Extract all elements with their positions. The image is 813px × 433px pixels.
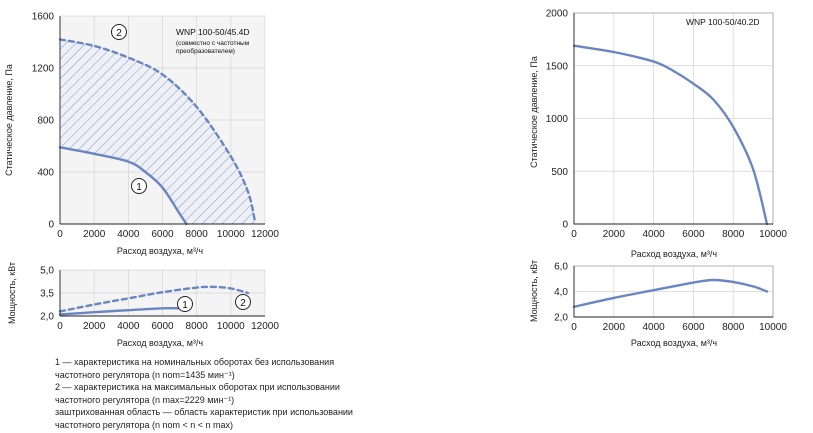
legend-line-2a: 2 — характеристика на максимальных оборо… — [55, 382, 340, 392]
y-tick-label: 500 — [551, 167, 568, 178]
x-tick-label: 0 — [571, 322, 577, 333]
left-pressure-ylabel: Статическое давление, Па — [4, 64, 14, 176]
left-pressure-subtitle-line1: (совместно с частотным — [176, 40, 250, 47]
right-pressure-series — [572, 44, 769, 226]
left-power-series-1-line — [58, 306, 181, 316]
left-power-xlabel: Расход воздуха, м³/ч — [117, 338, 204, 348]
x-tick-label: 2000 — [603, 229, 626, 240]
x-tick-label: 8000 — [722, 322, 745, 333]
y-tick-label: 2,0 — [40, 312, 54, 323]
x-tick-label: 8000 — [186, 321, 209, 332]
x-tick-label: 2000 — [83, 229, 106, 240]
left-power-chart: 0 2000 4000 6000 8000 10000 12000 2,0 3,5 5,0 Рас… — [7, 262, 279, 348]
right-pressure-xlabel: Расход воздуха, м³/ч — [631, 249, 718, 259]
legend-line-3b: частотного регулятора (n nom < n < n max… — [55, 419, 234, 430]
right-power-series-1-line — [572, 278, 769, 308]
y-tick-label: 6,0 — [554, 262, 568, 273]
x-tick-label: 10000 — [759, 322, 787, 333]
x-tick-label: 4000 — [117, 321, 140, 332]
left-pressure-series-2-line — [58, 38, 256, 222]
x-tick-label: 4000 — [642, 322, 665, 333]
x-tick-label: 6000 — [682, 322, 705, 333]
left-power-ticks: 0 2000 4000 6000 8000 10000 12000 2,0 3,5 5,0 — [40, 266, 279, 333]
x-tick-label: 8000 — [186, 229, 209, 240]
y-tick-label: 4,0 — [554, 287, 568, 298]
left-pressure-xlabel: Расход воздуха, м³/ч — [117, 246, 204, 256]
x-tick-label: 10000 — [217, 321, 245, 332]
right-pressure-title: WNP 100-50/40.2D — [686, 17, 760, 27]
legend-notes: 1 — характеристика на номинальных оборот… — [55, 356, 385, 431]
left-pressure-series-1-line — [58, 146, 188, 226]
left-pressure-shaded-region — [60, 39, 255, 225]
y-tick-label: 1500 — [546, 61, 569, 72]
y-tick-label: 1200 — [32, 64, 55, 75]
left-pressure-ticks: 0 2000 4000 6000 8000 10000 12000 0 400 800 1200 16… — [32, 12, 280, 241]
left-power-marker-1-label: 1 — [182, 300, 188, 311]
x-tick-label: 4000 — [642, 229, 665, 240]
x-tick-label: 0 — [57, 229, 63, 240]
left-pressure-title: WNP 100-50/45.4D — [176, 27, 250, 37]
left-pressure-marker-1 — [131, 178, 147, 194]
right-power-chart: 0 2000 4000 6000 8000 10000 2,0 4,0 6,0 Расход в… — [529, 260, 787, 348]
left-pressure-subtitle-line2: преобразователем) — [176, 47, 235, 55]
y-tick-label: 2,0 — [554, 313, 568, 324]
y-tick-label: 1600 — [32, 12, 55, 23]
right-power-ticks: 0 2000 4000 6000 8000 10000 2,0 4,0 6,0 — [554, 262, 787, 334]
y-tick-label: 400 — [37, 168, 54, 179]
left-power-marker-2-label: 2 — [240, 298, 246, 309]
right-pressure-chart: 0 2000 4000 6000 8000 10000 0 500 1000 1500 2000 Р… — [529, 9, 787, 260]
x-tick-label: 10000 — [217, 229, 245, 240]
left-pressure-chart: 0 2000 4000 6000 8000 10000 12000 0 400 800 1200 16… — [4, 12, 279, 257]
y-tick-label: 2000 — [546, 9, 569, 20]
y-tick-label: 1000 — [546, 114, 569, 125]
right-power-ylabel: Мощность, кВт — [529, 260, 539, 322]
x-tick-label: 12000 — [251, 229, 279, 240]
right-pressure-ylabel: Статическое давление, Па — [529, 56, 539, 168]
left-power-series — [58, 285, 250, 316]
legend-line-1a: 1 — характеристика на номинальных оборот… — [55, 357, 335, 367]
x-tick-label: 6000 — [682, 229, 705, 240]
y-tick-label: 5,0 — [40, 266, 54, 277]
x-tick-label: 6000 — [151, 229, 174, 240]
right-power-xlabel: Расход воздуха, м³/ч — [631, 338, 718, 348]
left-power-ylabel: Мощность, кВт — [7, 262, 17, 324]
left-pressure-marker-2-label: 2 — [116, 28, 122, 39]
x-tick-label: 8000 — [722, 229, 745, 240]
x-tick-label: 4000 — [117, 229, 140, 240]
x-tick-label: 2000 — [603, 322, 626, 333]
x-tick-label: 6000 — [151, 321, 174, 332]
x-tick-label: 0 — [571, 229, 577, 240]
legend-line-3a: заштрихованная область — область характе… — [55, 407, 353, 417]
left-pressure-marker-2 — [111, 24, 127, 40]
y-tick-label: 800 — [37, 116, 54, 127]
left-pressure-series — [58, 38, 256, 226]
legend-line-1b: частотного регулятора (n nom=1435 мин⁻¹) — [55, 369, 235, 380]
left-power-series-2-line — [58, 285, 250, 313]
right-power-series — [572, 278, 769, 308]
y-tick-label: 0 — [48, 220, 54, 231]
right-pressure-ticks: 0 2000 4000 6000 8000 10000 0 500 1000 1500 2000 — [546, 9, 788, 241]
left-power-marker-2 — [235, 294, 251, 310]
left-pressure-marker-1-label: 1 — [136, 182, 142, 193]
right-pressure-series-1-line — [572, 44, 769, 226]
x-tick-label: 2000 — [83, 321, 106, 332]
x-tick-label: 10000 — [759, 229, 787, 240]
y-tick-label: 0 — [562, 220, 568, 231]
y-tick-label: 3,5 — [40, 289, 54, 300]
left-power-marker-1 — [177, 296, 193, 312]
x-tick-label: 0 — [57, 321, 63, 332]
legend-line-2b: частотного регулятора (n max=2229 мин⁻¹) — [55, 394, 235, 405]
x-tick-label: 12000 — [251, 321, 279, 332]
